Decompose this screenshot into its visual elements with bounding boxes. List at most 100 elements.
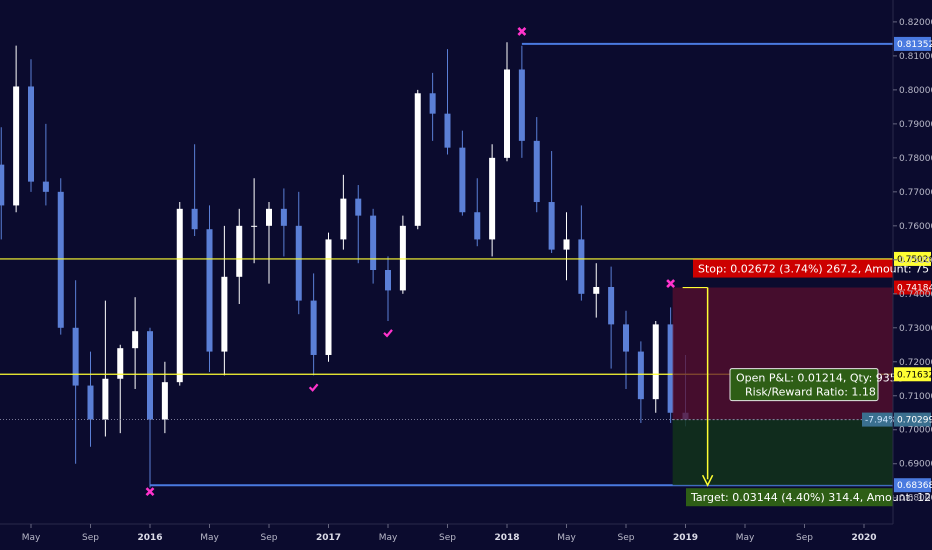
- candle-body: [340, 198, 347, 240]
- candle-body: [206, 229, 213, 352]
- last-change-badge: [862, 412, 893, 427]
- candle-body: [72, 327, 79, 386]
- price-label-bg: [894, 478, 931, 493]
- x-tick-label: Sep: [618, 533, 635, 543]
- y-tick-label: 0.68000: [899, 494, 932, 504]
- candle-body: [266, 208, 272, 226]
- x-marker: [666, 279, 676, 289]
- x-tick-label: May: [736, 533, 755, 543]
- candle-body: [548, 202, 555, 250]
- check-marker: [383, 329, 393, 338]
- price-label-bg: [894, 251, 931, 266]
- candle-body: [191, 208, 198, 230]
- x-tick-label: Sep: [261, 533, 278, 543]
- x-tick-label: 2018: [494, 533, 519, 543]
- x-tick-label: May: [22, 533, 41, 543]
- price-label-bg: [894, 412, 931, 427]
- markers-layer: [145, 26, 676, 497]
- candle-body: [623, 324, 629, 352]
- candle-body: [236, 225, 243, 277]
- candle-body: [563, 239, 570, 250]
- candle-body: [132, 331, 139, 349]
- candle-body: [593, 287, 600, 294]
- candle-body: [325, 239, 332, 355]
- price-label: 0.70299: [897, 416, 932, 426]
- pnl-line1: Open P&L: 0.01214, Qty: 9356: [736, 372, 904, 385]
- check-marker: [308, 383, 319, 392]
- candle-body: [667, 324, 674, 413]
- pnl-box: [729, 368, 879, 402]
- price-label-bg: [894, 280, 931, 295]
- x-tick-label: May: [200, 533, 219, 543]
- candle-body: [87, 385, 94, 420]
- target-zone: [672, 419, 893, 486]
- candle-body: [295, 225, 302, 301]
- candle-body: [161, 382, 168, 420]
- candle-body: [102, 378, 109, 420]
- position-layer: Stop: 0.02672 (3.74%) 267.2, Amount: 75 T…: [0, 259, 931, 507]
- candle-body: [608, 287, 615, 325]
- x-tick-label: 2017: [316, 533, 341, 543]
- x-tick-label: 2019: [673, 533, 698, 543]
- last-change-text: -7.94%: [865, 416, 897, 426]
- x-tick-label: 2020: [851, 533, 876, 543]
- price-label-bg: [894, 367, 931, 382]
- candle-body: [370, 215, 377, 271]
- target-text: Target: 0.03144 (4.40%) 314.4, Amount: 1…: [690, 491, 931, 504]
- candle-body: [399, 225, 406, 291]
- x-tick-label: May: [379, 533, 398, 543]
- candle-body: [637, 351, 644, 400]
- x-marker: [517, 26, 527, 36]
- candle-body: [355, 198, 362, 216]
- stop-text: Stop: 0.02672 (3.74%) 267.2, Amount: 75: [698, 263, 929, 276]
- x-tick-label: Sep: [796, 533, 813, 543]
- candle-body: [28, 86, 34, 182]
- candle-body: [518, 69, 525, 141]
- candle-body: [147, 331, 153, 420]
- target-box: [686, 488, 893, 507]
- x-tick-label: Sep: [439, 533, 456, 543]
- candles-layer: [0, 42, 689, 488]
- price-label: 0.68368: [897, 481, 932, 491]
- x-tick-label: 2016: [137, 533, 162, 543]
- price-label: 0.81352: [897, 40, 932, 50]
- candle-body: [504, 69, 510, 158]
- candle-body: [42, 181, 49, 192]
- candle-body: [444, 113, 451, 148]
- price-label: 0.74184: [897, 284, 932, 294]
- candle-body: [414, 93, 421, 226]
- price-label: 0.75026: [897, 255, 932, 265]
- candle-body: [117, 348, 124, 379]
- candle-body: [13, 86, 20, 206]
- position-arrow-head: [701, 474, 714, 487]
- candle-body: [57, 191, 64, 328]
- candle-body: [578, 239, 585, 294]
- candle-body: [459, 147, 466, 213]
- candle-body: [280, 208, 287, 226]
- candle-body: [385, 270, 391, 291]
- candle-body: [221, 276, 228, 352]
- stop-box: [693, 259, 893, 278]
- price-label: 0.71632: [897, 370, 932, 380]
- candle-body: [533, 140, 540, 203]
- candle-body: [474, 212, 481, 240]
- candle-body: [0, 164, 5, 206]
- candle-body: [652, 324, 659, 400]
- price-label-bg: [894, 36, 931, 51]
